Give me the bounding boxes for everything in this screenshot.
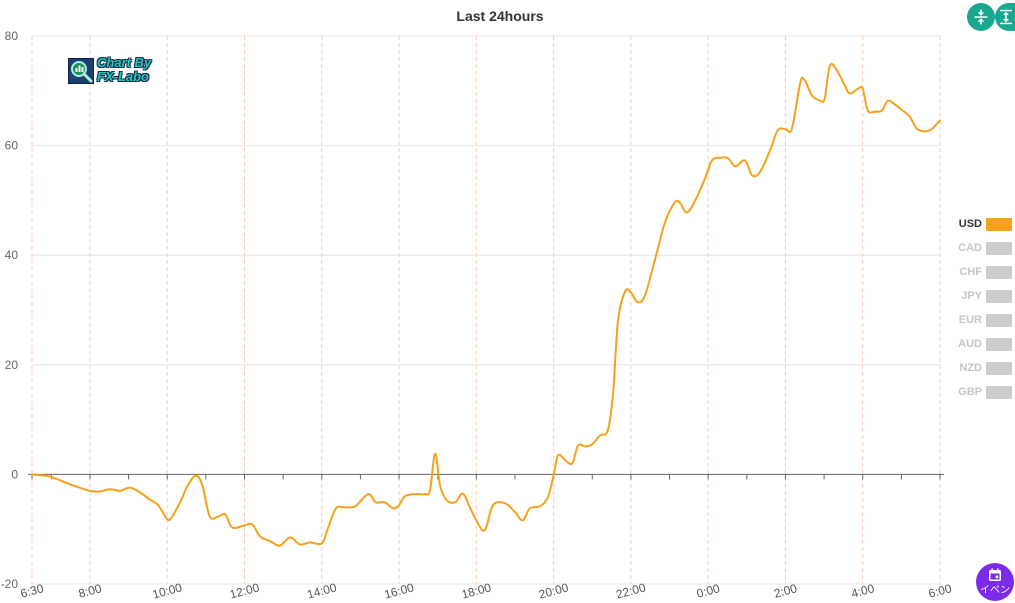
gridlines [31, 35, 941, 585]
x-tick-label: 16:00 [383, 580, 416, 601]
x-tick-label: 14:00 [305, 580, 338, 601]
legend-item-nzd[interactable]: NZD [948, 356, 1012, 380]
y-tick-label: 60 [5, 139, 19, 153]
legend-label: NZD [959, 361, 982, 374]
legend-swatch [986, 337, 1012, 351]
axis-labels: 80 60 40 20 0 -20 6:30 8:00 10:00 12:00 14:00 16:00… [1, 29, 954, 602]
legend-swatch [986, 265, 1012, 279]
legend-swatch [986, 241, 1012, 255]
x-tick-label: 6:00 [927, 581, 953, 601]
legend-label: EUR [958, 313, 982, 326]
legend-label: CHF [959, 265, 982, 278]
event-button-label: イベン [980, 585, 1010, 596]
x-tick-label: 20:00 [537, 580, 570, 601]
expand-vertical-icon [1000, 9, 1012, 25]
chart-title: Last 24hours [456, 8, 544, 24]
legend-swatch [986, 217, 1012, 231]
legend-item-usd[interactable]: USD [948, 212, 1012, 236]
legend-label: USD [958, 217, 982, 230]
legend-label: AUD [958, 337, 982, 350]
x-tick-label: 2:00 [772, 581, 798, 601]
legend-label: CAD [958, 241, 982, 254]
x-tick-label: 10:00 [151, 580, 184, 601]
logo-line-2: FX-Labo [97, 69, 149, 84]
calendar-icon [989, 568, 1001, 581]
y-tick-label: 80 [5, 29, 19, 43]
y-tick-label: -20 [1, 577, 19, 591]
legend-swatch [986, 385, 1012, 399]
y-tick-label: 0 [11, 467, 18, 481]
x-tick-label: 4:00 [850, 581, 876, 601]
logo-text: Chart By FX-Labo [97, 56, 165, 84]
legend-item-chf[interactable]: CHF [948, 260, 1012, 284]
compress-vertical-button[interactable] [967, 3, 995, 31]
series [31, 62, 941, 547]
legend-item-cad[interactable]: CAD [948, 236, 1012, 260]
y-tick-label: 20 [5, 358, 19, 372]
legend-item-gbp[interactable]: GBP [948, 380, 1012, 404]
x-axis [28, 473, 944, 480]
y-tick-label: 40 [5, 248, 19, 262]
x-tick-label: 0:00 [695, 581, 721, 601]
logo-line-1: Chart By [97, 55, 152, 70]
legend-swatch [986, 289, 1012, 303]
expand-vertical-button[interactable] [995, 3, 1015, 31]
legend: USD CAD CHF JPY EUR AUD NZD GBP [948, 212, 1012, 404]
x-tick-label: 18:00 [460, 580, 493, 601]
legend-item-eur[interactable]: EUR [948, 308, 1012, 332]
legend-label: JPY [961, 289, 982, 302]
x-tick-label: 12:00 [228, 580, 261, 601]
legend-swatch [986, 361, 1012, 375]
legend-item-jpy[interactable]: JPY [948, 284, 1012, 308]
legend-label: GBP [958, 385, 982, 398]
series-line-usd [31, 62, 941, 547]
x-tick-label: 22:00 [615, 580, 648, 601]
magnifier-chart-icon [68, 58, 94, 84]
legend-swatch [986, 313, 1012, 327]
x-tick-label: 8:00 [77, 581, 103, 601]
legend-item-aud[interactable]: AUD [948, 332, 1012, 356]
compress-vertical-icon [974, 9, 988, 25]
event-button[interactable]: イベン [976, 563, 1014, 601]
x-tick-label: 6:30 [19, 581, 45, 601]
fx-labo-logo: Chart By FX-Labo [68, 56, 166, 86]
